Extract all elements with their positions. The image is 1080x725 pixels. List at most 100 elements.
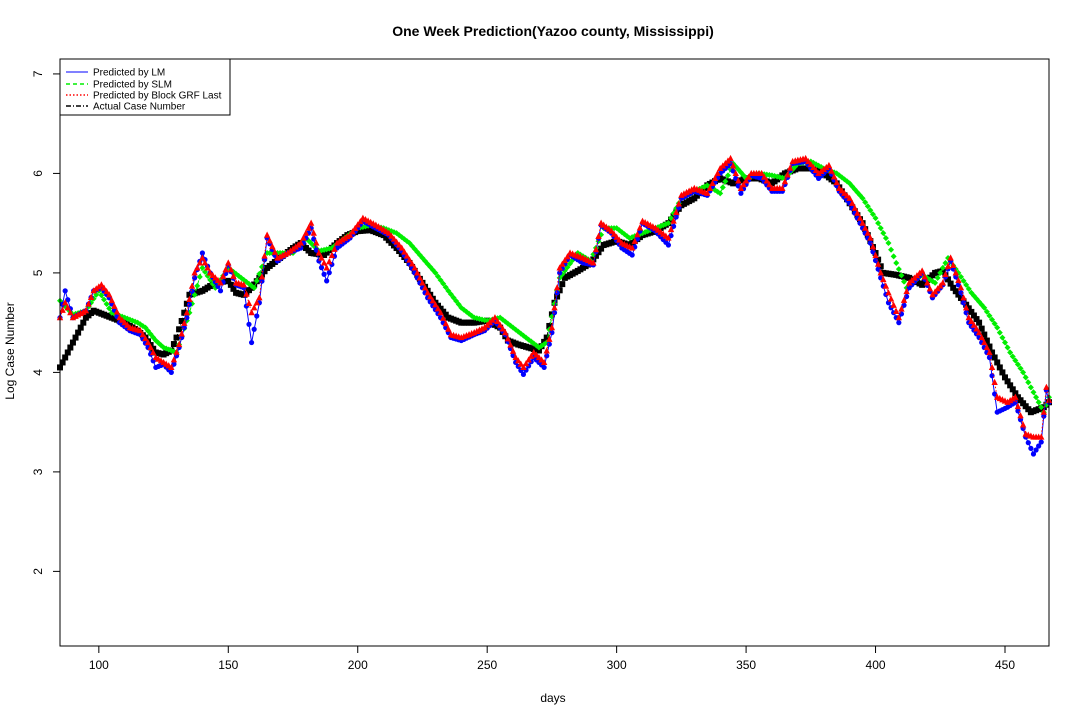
grf-point [957, 284, 965, 291]
grf-point [137, 327, 144, 334]
actual-point [955, 291, 962, 298]
grf-point [502, 329, 509, 336]
grf-point [336, 237, 343, 245]
grf-point [219, 272, 227, 279]
lm-point [318, 265, 325, 271]
slm-point [983, 308, 990, 315]
legend-box [59, 58, 231, 116]
slm-point [859, 195, 866, 202]
slm-point [960, 277, 967, 284]
series-block-grf-last [56, 154, 1053, 440]
grf-point [509, 347, 517, 354]
grf-point [551, 304, 558, 311]
lm-point [1025, 440, 1031, 446]
slm-point [994, 324, 1001, 331]
actual-point [989, 349, 996, 356]
actual-point [227, 281, 234, 288]
grf-point [499, 325, 506, 332]
plot-frame [59, 58, 1050, 647]
lm-point [541, 364, 547, 371]
grf-point [628, 244, 636, 251]
grf-point [318, 254, 325, 261]
grf-point [170, 356, 178, 363]
grf-point [670, 217, 677, 224]
grf-point [758, 169, 765, 177]
actual-point [546, 322, 553, 329]
slm-point [719, 184, 726, 191]
grf-point [898, 305, 905, 312]
slm-point [939, 264, 946, 271]
slm-point [901, 278, 908, 285]
grf-point [427, 293, 434, 300]
grf-point [339, 236, 346, 243]
lm-point [896, 320, 902, 326]
actual-point [952, 288, 959, 295]
slm-point [1035, 399, 1042, 406]
actual-point [62, 354, 69, 361]
slm-point [1014, 361, 1021, 368]
y-tick-label: 6 [31, 170, 45, 177]
actual-point [176, 326, 183, 333]
grf-point [991, 378, 998, 385]
actual-point [978, 325, 985, 332]
grf-point [960, 294, 967, 301]
slm-point [440, 280, 447, 287]
grf-point [421, 284, 429, 291]
grf-point [504, 335, 512, 342]
grf-point [424, 289, 431, 296]
grf-point [613, 233, 620, 240]
lm-point [1036, 443, 1042, 449]
grf-point [520, 363, 527, 371]
grf-point [64, 304, 71, 311]
grf-point [315, 249, 323, 256]
lm-point [520, 371, 527, 377]
actual-point [178, 317, 185, 324]
grf-point [357, 217, 364, 225]
grf-point [1040, 408, 1048, 415]
grf-point [745, 173, 752, 180]
y-tick-label: 4 [31, 369, 45, 376]
slm-point [103, 300, 110, 307]
grf-point [965, 314, 972, 321]
grf-point [61, 299, 69, 306]
grf-point [406, 256, 413, 263]
grf-point [186, 295, 193, 303]
grf-point [812, 166, 820, 174]
grf-point [727, 154, 734, 162]
grf-point [903, 287, 910, 295]
lm-point [986, 354, 993, 361]
grf-point [988, 363, 996, 371]
lm-point [192, 275, 198, 281]
actual-point [875, 256, 882, 263]
grf-point [854, 209, 861, 216]
lm-point [259, 278, 265, 284]
slm-point [1020, 369, 1027, 376]
lm-point [872, 257, 879, 264]
actual-point [968, 308, 975, 315]
grf-point [429, 297, 437, 304]
grf-point [403, 252, 411, 259]
grf-point [225, 259, 232, 266]
grf-point [248, 309, 255, 316]
grf-point [113, 308, 121, 315]
grf-point [893, 307, 900, 315]
grf-point [667, 225, 675, 233]
actual-point [173, 334, 180, 341]
slm-point [937, 269, 944, 276]
grf-point [763, 177, 770, 184]
grf-point [491, 314, 499, 321]
grf-point [851, 204, 859, 211]
grf-point [553, 284, 561, 291]
grf-point [1004, 398, 1011, 405]
slm-point [507, 322, 514, 329]
slm-point [1025, 379, 1032, 386]
grf-point [981, 338, 988, 346]
actual-point [230, 285, 237, 292]
slm-point [875, 220, 882, 227]
grf-point [323, 264, 330, 271]
y-axis: 2 3 4 5 6 7 [31, 70, 60, 575]
grf-point [926, 285, 934, 292]
slm-point [872, 215, 879, 222]
y-tick-label: 5 [31, 269, 45, 276]
lm-point [551, 310, 558, 316]
